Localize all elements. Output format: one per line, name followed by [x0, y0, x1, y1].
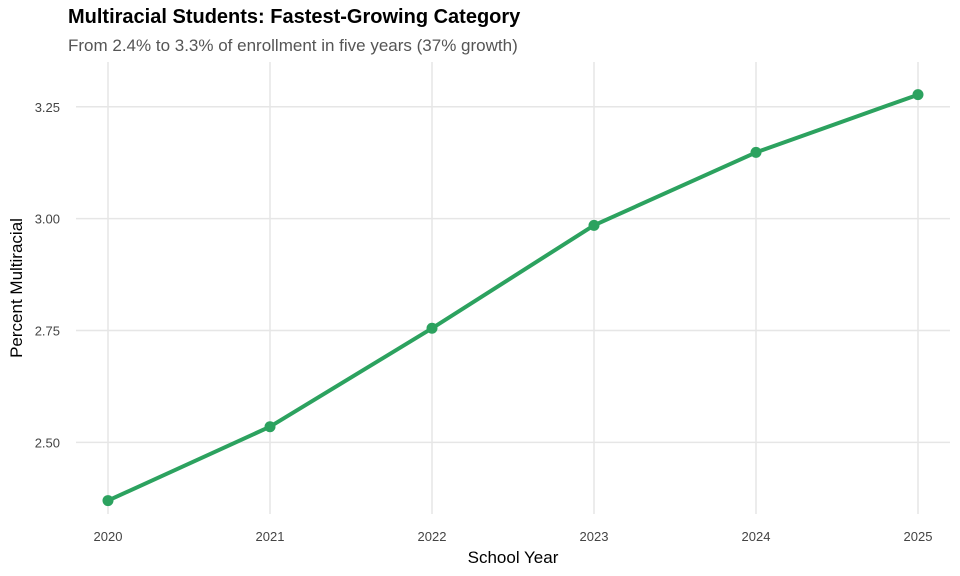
- y-tick-label: 3.00: [35, 212, 60, 227]
- x-tick-label: 2024: [742, 529, 771, 544]
- y-tick-label: 2.50: [35, 435, 60, 450]
- x-tick-label: 2025: [904, 529, 933, 544]
- x-axis-title: School Year: [468, 548, 559, 567]
- vertical-gridlines: [107, 62, 919, 514]
- data-points: [102, 89, 924, 507]
- x-tick-label: 2021: [256, 529, 285, 544]
- chart-subtitle: From 2.4% to 3.3% of enrollment in five …: [68, 36, 518, 55]
- data-point: [102, 495, 114, 507]
- series-line: [106, 92, 920, 503]
- x-axis-ticks: 2020 2021 2022 2023 2024 2025: [94, 529, 933, 544]
- y-axis-ticks: 2.50 2.75 3.00 3.25: [35, 100, 60, 451]
- data-point: [750, 146, 762, 158]
- y-axis-title: Percent Multiracial: [7, 218, 26, 358]
- x-tick-label: 2022: [418, 529, 447, 544]
- x-tick-label: 2023: [580, 529, 609, 544]
- y-tick-label: 3.25: [35, 100, 60, 115]
- data-point: [588, 219, 600, 231]
- y-tick-label: 2.75: [35, 324, 60, 339]
- x-tick-label: 2020: [94, 529, 123, 544]
- horizontal-gridlines: [76, 106, 950, 444]
- chart-title: Multiracial Students: Fastest-Growing Ca…: [68, 6, 521, 28]
- data-point: [426, 322, 438, 334]
- data-point: [264, 421, 276, 433]
- data-point: [912, 89, 924, 101]
